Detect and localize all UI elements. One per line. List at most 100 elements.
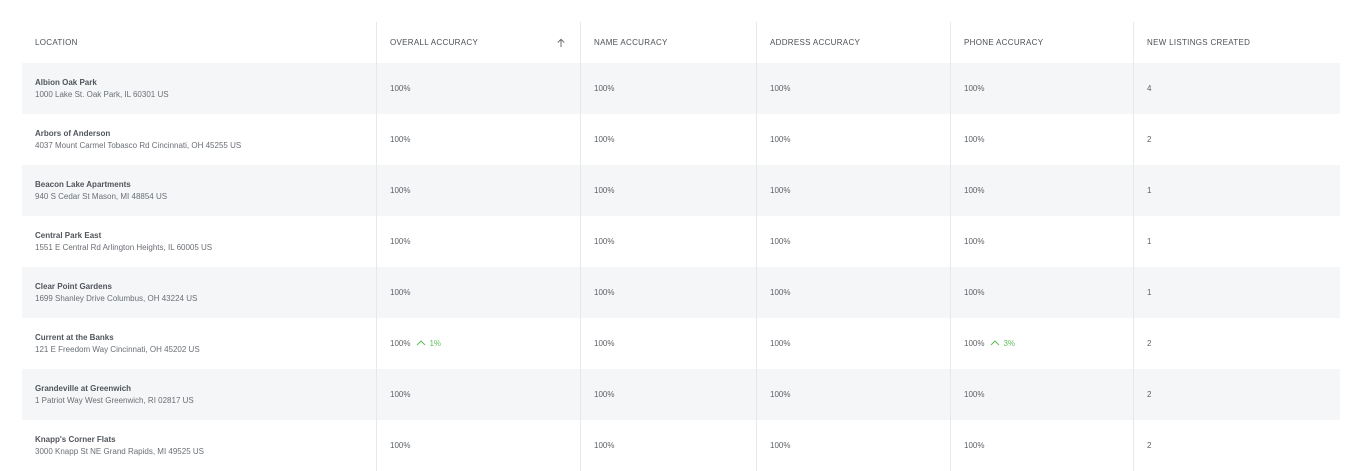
overall-accuracy-cell: 100% xyxy=(376,369,580,420)
name-accuracy-cell: 100% xyxy=(580,267,756,318)
accuracy-table: LOCATION OVERALL ACCURACY NAME ACCURACY … xyxy=(22,22,1340,471)
location-cell: Central Park East 1551 E Central Rd Arlin… xyxy=(22,216,376,267)
overall-accuracy-cell: 100% xyxy=(376,420,580,471)
column-header-name-accuracy[interactable]: NAME ACCURACY xyxy=(580,22,756,63)
new-listings-value: 1 xyxy=(1147,288,1152,297)
name-accuracy-cell: 100% xyxy=(580,369,756,420)
name-accuracy-value: 100% xyxy=(594,390,615,399)
phone-accuracy-value: 100% xyxy=(964,237,985,246)
name-accuracy-cell: 100% xyxy=(580,216,756,267)
address-accuracy-value: 100% xyxy=(770,441,791,450)
phone-accuracy-value: 100% xyxy=(964,339,985,348)
delta-value: 1% xyxy=(429,339,442,348)
overall-accuracy-value: 100% xyxy=(390,390,411,399)
overall-accuracy-cell: 100% xyxy=(376,267,580,318)
location-cell: Clear Point Gardens 1699 Shanley Drive Co… xyxy=(22,267,376,318)
table-row[interactable]: Arbors of Anderson 4037 Mount Carmel Toba… xyxy=(22,114,1340,165)
name-accuracy-value: 100% xyxy=(594,339,615,348)
overall-accuracy-value: 100% xyxy=(390,441,411,450)
phone-accuracy-cell: 100% xyxy=(950,369,1133,420)
name-accuracy-value: 100% xyxy=(594,288,615,297)
table-row[interactable]: Clear Point Gardens 1699 Shanley Drive Co… xyxy=(22,267,1340,318)
location-cell: Albion Oak Park 1000 Lake St. Oak Park, I… xyxy=(22,63,376,114)
address-accuracy-value: 100% xyxy=(770,288,791,297)
overall-accuracy-value: 100% xyxy=(390,186,411,195)
column-header-label: NEW LISTINGS CREATED xyxy=(1147,38,1251,47)
new-listings-cell: 2 xyxy=(1133,114,1340,165)
phone-accuracy-cell: 100% xyxy=(950,165,1133,216)
table-row[interactable]: Albion Oak Park 1000 Lake St. Oak Park, I… xyxy=(22,63,1340,114)
table-row[interactable]: Grandeville at Greenwich 1 Patriot Way We… xyxy=(22,369,1340,420)
new-listings-cell: 1 xyxy=(1133,165,1340,216)
name-accuracy-cell: 100% xyxy=(580,114,756,165)
positive-delta: 3% xyxy=(990,339,1015,348)
overall-accuracy-cell: 100% xyxy=(376,114,580,165)
table-row[interactable]: Central Park East 1551 E Central Rd Arlin… xyxy=(22,216,1340,267)
overall-accuracy-value: 100% xyxy=(390,288,411,297)
location-address: 940 S Cedar St Mason, MI 48854 US xyxy=(35,191,168,201)
trend-up-icon xyxy=(416,339,429,348)
column-header-label: NAME ACCURACY xyxy=(594,38,668,47)
overall-accuracy-value: 100% xyxy=(390,237,411,246)
table-row[interactable]: Knapp's Corner Flats 3000 Knapp St NE Gra… xyxy=(22,420,1340,471)
positive-delta: 1% xyxy=(416,339,441,348)
address-accuracy-value: 100% xyxy=(770,390,791,399)
phone-accuracy-cell: 100% xyxy=(950,420,1133,471)
name-accuracy-cell: 100% xyxy=(580,165,756,216)
arrow-up-icon[interactable] xyxy=(556,38,566,48)
name-accuracy-cell: 100% xyxy=(580,420,756,471)
location-name[interactable]: Current at the Banks xyxy=(35,332,114,342)
address-accuracy-cell: 100% xyxy=(756,216,950,267)
location-address: 1000 Lake St. Oak Park, IL 60301 US xyxy=(35,89,169,99)
new-listings-value: 2 xyxy=(1147,390,1152,399)
overall-accuracy-cell: 100% xyxy=(376,216,580,267)
location-cell: Arbors of Anderson 4037 Mount Carmel Toba… xyxy=(22,114,376,165)
phone-accuracy-cell: 100% xyxy=(950,63,1133,114)
column-header-address-accuracy[interactable]: ADDRESS ACCURACY xyxy=(756,22,950,63)
address-accuracy-cell: 100% xyxy=(756,267,950,318)
column-header-location[interactable]: LOCATION xyxy=(22,22,376,63)
new-listings-value: 2 xyxy=(1147,339,1152,348)
name-accuracy-value: 100% xyxy=(594,84,615,93)
column-header-label: LOCATION xyxy=(35,38,78,47)
new-listings-value: 1 xyxy=(1147,186,1152,195)
address-accuracy-cell: 100% xyxy=(756,369,950,420)
location-name[interactable]: Beacon Lake Apartments xyxy=(35,179,131,189)
phone-accuracy-value: 100% xyxy=(964,390,985,399)
new-listings-value: 4 xyxy=(1147,84,1152,93)
name-accuracy-value: 100% xyxy=(594,135,615,144)
location-name[interactable]: Knapp's Corner Flats xyxy=(35,434,116,444)
location-name[interactable]: Central Park East xyxy=(35,230,102,240)
table-row[interactable]: Beacon Lake Apartments 940 S Cedar St Mas… xyxy=(22,165,1340,216)
column-header-label: PHONE ACCURACY xyxy=(964,38,1044,47)
location-address: 1699 Shanley Drive Columbus, OH 43224 US xyxy=(35,293,198,303)
phone-accuracy-cell: 100% xyxy=(950,114,1133,165)
overall-accuracy-cell: 100% xyxy=(376,63,580,114)
name-accuracy-cell: 100% xyxy=(580,318,756,369)
phone-accuracy-cell: 100% xyxy=(950,267,1133,318)
location-name[interactable]: Arbors of Anderson xyxy=(35,128,111,138)
table-row[interactable]: Current at the Banks 121 E Freedom Way Ci… xyxy=(22,318,1340,369)
column-header-overall-accuracy[interactable]: OVERALL ACCURACY xyxy=(376,22,580,63)
phone-accuracy-cell: 100% 3% xyxy=(950,318,1133,369)
location-name[interactable]: Grandeville at Greenwich xyxy=(35,383,132,393)
column-header-label: ADDRESS ACCURACY xyxy=(770,38,861,47)
location-cell: Knapp's Corner Flats 3000 Knapp St NE Gra… xyxy=(22,420,376,471)
address-accuracy-cell: 100% xyxy=(756,63,950,114)
location-name[interactable]: Albion Oak Park xyxy=(35,77,97,87)
trend-up-icon xyxy=(990,339,1003,348)
name-accuracy-cell: 100% xyxy=(580,63,756,114)
new-listings-cell: 2 xyxy=(1133,420,1340,471)
new-listings-cell: 2 xyxy=(1133,369,1340,420)
column-header-phone-accuracy[interactable]: PHONE ACCURACY xyxy=(950,22,1133,63)
address-accuracy-value: 100% xyxy=(770,186,791,195)
delta-value: 3% xyxy=(1003,339,1016,348)
overall-accuracy-value: 100% xyxy=(390,339,411,348)
table-header: LOCATION OVERALL ACCURACY NAME ACCURACY … xyxy=(22,22,1340,63)
new-listings-value: 2 xyxy=(1147,135,1152,144)
location-name[interactable]: Clear Point Gardens xyxy=(35,281,112,291)
column-header-new-listings[interactable]: NEW LISTINGS CREATED xyxy=(1133,22,1340,63)
new-listings-cell: 1 xyxy=(1133,267,1340,318)
address-accuracy-value: 100% xyxy=(770,135,791,144)
new-listings-value: 1 xyxy=(1147,237,1152,246)
